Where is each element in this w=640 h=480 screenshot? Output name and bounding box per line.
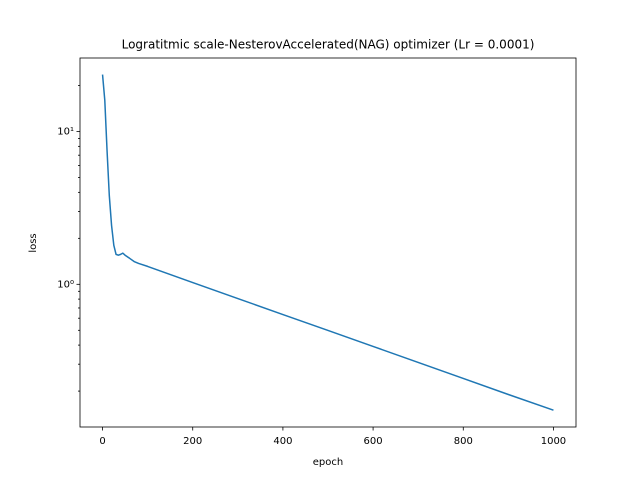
y-tick-label: 10⁰ xyxy=(57,279,74,290)
line-series xyxy=(101,74,554,411)
x-tick-label: 200 xyxy=(183,436,202,447)
x-tick-label: 800 xyxy=(454,436,473,447)
y-tick-label: 10¹ xyxy=(57,127,74,138)
x-tick-label: 600 xyxy=(364,436,383,447)
y-axis-label: loss xyxy=(28,233,39,252)
plot-frame xyxy=(79,57,577,428)
chart-title: Logratitmic scale-NesterovAccelerated(NA… xyxy=(122,38,535,52)
x-tick-label: 0 xyxy=(99,436,105,447)
x-tick-label: 400 xyxy=(273,436,292,447)
x-tick-label: 1000 xyxy=(541,436,566,447)
x-axis-label: epoch xyxy=(313,457,343,468)
